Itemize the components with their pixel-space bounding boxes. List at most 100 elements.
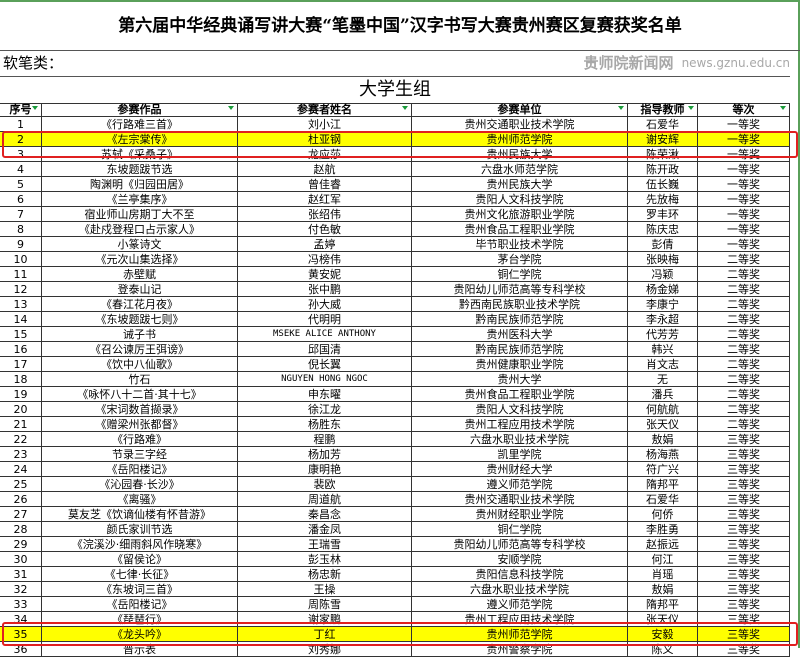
cell-award[interactable]: 二等奖 — [698, 327, 790, 342]
cell-teacher[interactable]: 张天仪 — [628, 417, 698, 432]
cell-award[interactable]: 三等奖 — [698, 507, 790, 522]
cell-name[interactable]: 冯榜伟 — [238, 252, 412, 267]
cell-unit[interactable]: 六盘水职业技术学院 — [412, 582, 628, 597]
cell-unit[interactable]: 贵州财经职业学院 — [412, 507, 628, 522]
cell-name[interactable]: 杜亚钢 — [238, 132, 412, 147]
cell-award[interactable]: 三等奖 — [698, 477, 790, 492]
cell-award[interactable]: 二等奖 — [698, 387, 790, 402]
cell-index[interactable]: 2 — [0, 132, 42, 147]
cell-work[interactable]: 《宋词数首撷录》 — [42, 402, 238, 417]
cell-index[interactable]: 9 — [0, 237, 42, 252]
cell-name[interactable]: 潘金凤 — [238, 522, 412, 537]
cell-index[interactable]: 8 — [0, 222, 42, 237]
cell-name[interactable]: 康明艳 — [238, 462, 412, 477]
cell-unit[interactable]: 铜仁学院 — [412, 267, 628, 282]
cell-teacher[interactable]: 何航航 — [628, 402, 698, 417]
cell-award[interactable]: 一等奖 — [698, 117, 790, 132]
cell-work[interactable]: 《东坡题跋七则》 — [42, 312, 238, 327]
cell-unit[interactable]: 贵州食品工程职业学院 — [412, 222, 628, 237]
cell-award[interactable]: 三等奖 — [698, 582, 790, 597]
cell-award[interactable]: 三等奖 — [698, 462, 790, 477]
cell-index[interactable]: 31 — [0, 567, 42, 582]
cell-index[interactable]: 27 — [0, 507, 42, 522]
cell-award[interactable]: 二等奖 — [698, 342, 790, 357]
cell-work[interactable]: 诫子书 — [42, 327, 238, 342]
cell-teacher[interactable]: 安毅 — [628, 627, 698, 642]
cell-index[interactable]: 15 — [0, 327, 42, 342]
cell-award[interactable]: 二等奖 — [698, 312, 790, 327]
cell-index[interactable]: 7 — [0, 207, 42, 222]
cell-work[interactable]: 小篆诗文 — [42, 237, 238, 252]
cell-name[interactable]: 秦昌念 — [238, 507, 412, 522]
cell-index[interactable]: 4 — [0, 162, 42, 177]
filter-dropdown-icon[interactable] — [688, 106, 694, 110]
cell-work[interactable]: 《七律·长征》 — [42, 567, 238, 582]
cell-award[interactable]: 一等奖 — [698, 192, 790, 207]
cell-unit[interactable]: 贵阳信息科技学院 — [412, 567, 628, 582]
cell-award[interactable]: 二等奖 — [698, 282, 790, 297]
cell-index[interactable]: 12 — [0, 282, 42, 297]
filter-dropdown-icon[interactable] — [402, 106, 408, 110]
cell-teacher[interactable]: 杨海燕 — [628, 447, 698, 462]
cell-award[interactable]: 二等奖 — [698, 402, 790, 417]
cell-work[interactable]: 《龙头吟》 — [42, 627, 238, 642]
cell-teacher[interactable]: 李康宁 — [628, 297, 698, 312]
cell-award[interactable]: 三等奖 — [698, 447, 790, 462]
cell-unit[interactable]: 贵州交通职业技术学院 — [412, 117, 628, 132]
cell-index[interactable]: 19 — [0, 387, 42, 402]
cell-index[interactable]: 13 — [0, 297, 42, 312]
cell-name[interactable]: MSEKE ALICE ANTHONY — [238, 327, 412, 342]
cell-unit[interactable]: 六盘水职业技术学院 — [412, 432, 628, 447]
cell-unit[interactable]: 贵州交通职业技术学院 — [412, 492, 628, 507]
cell-name[interactable]: 赵红军 — [238, 192, 412, 207]
cell-teacher[interactable]: 符广兴 — [628, 462, 698, 477]
cell-index[interactable]: 21 — [0, 417, 42, 432]
cell-teacher[interactable]: 李胜勇 — [628, 522, 698, 537]
cell-award[interactable]: 一等奖 — [698, 237, 790, 252]
cell-unit[interactable]: 贵州工程应用技术学院 — [412, 417, 628, 432]
cell-name[interactable]: 付色敏 — [238, 222, 412, 237]
cell-name[interactable]: 张绍伟 — [238, 207, 412, 222]
cell-index[interactable]: 18 — [0, 372, 42, 387]
cell-index[interactable]: 26 — [0, 492, 42, 507]
cell-unit[interactable]: 贵阳人文科技学院 — [412, 402, 628, 417]
cell-work[interactable]: 《饮中八仙歌》 — [42, 357, 238, 372]
cell-index[interactable]: 29 — [0, 537, 42, 552]
cell-name[interactable]: 王瑞雪 — [238, 537, 412, 552]
cell-award[interactable]: 三等奖 — [698, 627, 790, 642]
cell-name[interactable]: 代明明 — [238, 312, 412, 327]
cell-name[interactable]: 周陈雪 — [238, 597, 412, 612]
cell-index[interactable]: 5 — [0, 177, 42, 192]
cell-index[interactable]: 32 — [0, 582, 42, 597]
cell-unit[interactable]: 贵州民族大学 — [412, 177, 628, 192]
cell-name[interactable]: 张中鹏 — [238, 282, 412, 297]
cell-work[interactable]: 《东坡词三首》 — [42, 582, 238, 597]
cell-work[interactable]: 《元次山集选择》 — [42, 252, 238, 267]
filter-dropdown-icon[interactable] — [780, 106, 786, 110]
cell-index[interactable]: 30 — [0, 552, 42, 567]
cell-award[interactable]: 三等奖 — [698, 492, 790, 507]
cell-index[interactable]: 16 — [0, 342, 42, 357]
cell-work[interactable]: 《浣溪沙·细雨斜风作晓寒》 — [42, 537, 238, 552]
cell-work[interactable]: 陶渊明《归园田居》 — [42, 177, 238, 192]
cell-teacher[interactable]: 谢安辉 — [628, 132, 698, 147]
cell-teacher[interactable]: 罗丰环 — [628, 207, 698, 222]
cell-teacher[interactable]: 彭倩 — [628, 237, 698, 252]
cell-name[interactable]: 杨胜东 — [238, 417, 412, 432]
cell-work[interactable]: 《左宗棠传》 — [42, 132, 238, 147]
cell-work[interactable]: 《赴戍登程口占示家人》 — [42, 222, 238, 237]
cell-unit[interactable]: 贵州师范学院 — [412, 132, 628, 147]
cell-teacher[interactable]: 敖娟 — [628, 432, 698, 447]
cell-name[interactable]: 邱国清 — [238, 342, 412, 357]
column-header-teacher[interactable]: 指导教师 — [628, 103, 698, 117]
cell-name[interactable]: NGUYEN HONG NGOC — [238, 372, 412, 387]
cell-teacher[interactable]: 代芳芳 — [628, 327, 698, 342]
cell-work[interactable]: 东坡题跋节选 — [42, 162, 238, 177]
cell-name[interactable]: 周道航 — [238, 492, 412, 507]
cell-work[interactable]: 《留侯论》 — [42, 552, 238, 567]
cell-award[interactable]: 二等奖 — [698, 372, 790, 387]
cell-teacher[interactable]: 张映梅 — [628, 252, 698, 267]
cell-work[interactable]: 《咏怀八十二首·其十七》 — [42, 387, 238, 402]
cell-work[interactable]: 宿业师山房期丁大不至 — [42, 207, 238, 222]
cell-work[interactable]: 莫友芝《饮谪仙楼有怀昔游》 — [42, 507, 238, 522]
